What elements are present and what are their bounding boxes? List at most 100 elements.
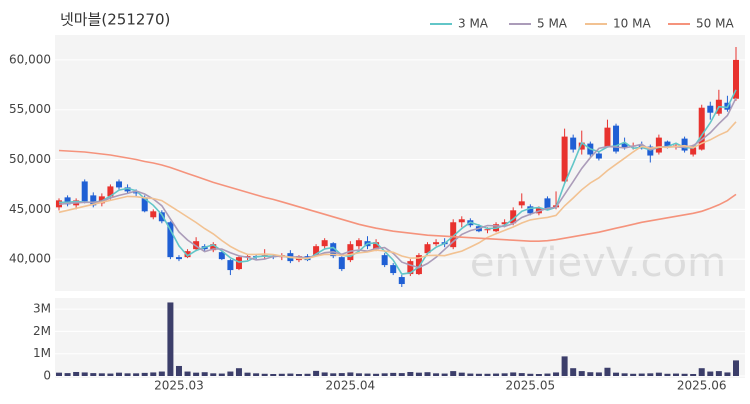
volume-bar <box>278 373 285 376</box>
ma-line <box>58 121 737 260</box>
volume-bar <box>724 372 731 376</box>
candle-body <box>90 195 97 206</box>
volume-bar <box>253 373 260 376</box>
candle-body <box>167 222 174 258</box>
candle-body <box>141 197 148 212</box>
candle-body <box>175 257 182 260</box>
x-tick-label: 2025.03 <box>154 379 204 393</box>
volume-bar <box>604 367 611 376</box>
candle-body <box>578 142 585 150</box>
candle-body <box>510 210 517 224</box>
volume-bar <box>570 368 577 376</box>
candle-body <box>81 181 88 202</box>
candle-body <box>235 257 242 270</box>
candle-body <box>518 201 525 206</box>
volume-bar <box>398 373 405 376</box>
volume-bar <box>56 372 62 376</box>
volume-bar <box>518 373 525 376</box>
volume-bar <box>235 368 242 376</box>
volume-bar <box>415 372 422 376</box>
candle-body <box>347 244 354 261</box>
volume-bar <box>673 373 680 376</box>
candle-body <box>150 211 157 218</box>
volume-bar <box>535 373 542 376</box>
volume-bar <box>141 372 148 376</box>
candle-body <box>227 260 234 271</box>
candle-body <box>561 136 568 182</box>
candle-body <box>664 141 671 147</box>
volume-bar <box>227 371 234 376</box>
candle-body <box>707 105 714 113</box>
volume-bar <box>707 371 714 376</box>
y-tick-label: 1M <box>33 346 51 360</box>
volume-bar <box>467 373 474 376</box>
y-tick-label: 3M <box>33 302 51 316</box>
legend-label: 3 MA <box>458 17 489 31</box>
candle-body <box>338 257 345 270</box>
candle-body <box>184 251 191 258</box>
candle-body <box>484 229 491 231</box>
candle-body <box>398 277 405 285</box>
candle-body <box>98 196 105 204</box>
candle-body <box>570 137 577 150</box>
volume-bar <box>261 373 268 376</box>
candle-body <box>355 240 362 247</box>
volume-bar <box>81 372 88 376</box>
volume-bar <box>321 372 328 376</box>
volume-bar <box>115 372 122 376</box>
candle-body <box>698 107 705 150</box>
volume-bar <box>287 373 294 376</box>
volume-bar <box>98 373 105 376</box>
volume-bar <box>201 372 208 376</box>
candle-body <box>124 187 131 192</box>
x-tick-label: 2025.06 <box>677 379 727 393</box>
y-tick-label: 45,000 <box>9 202 51 216</box>
candle-body <box>218 252 225 260</box>
candle-body <box>407 261 414 275</box>
volume-bar <box>150 372 157 376</box>
volume-bar <box>621 373 628 376</box>
volume-bar <box>64 373 71 376</box>
candle-body <box>424 244 431 254</box>
candle-body <box>373 242 380 250</box>
volume-bar <box>613 372 620 376</box>
volume-bar <box>295 373 302 376</box>
chart-title: 넷마블(251270) <box>60 11 170 29</box>
volume-bar <box>527 373 534 376</box>
volume-bar <box>638 373 645 376</box>
candle-body <box>655 137 662 153</box>
volume-bar <box>493 373 500 376</box>
volume-bar <box>364 373 371 376</box>
candle-body <box>613 125 620 152</box>
volume-bar <box>158 371 165 376</box>
legend-label: 10 MA <box>613 17 651 31</box>
candle-body <box>647 146 654 156</box>
volume-bar <box>733 360 739 376</box>
volume-bar <box>561 356 568 376</box>
watermark: enVievV.com <box>470 240 726 286</box>
volume-bar <box>450 371 457 376</box>
volume-bar <box>587 372 594 376</box>
candle-body <box>390 265 397 274</box>
volume-bar <box>441 373 448 376</box>
candle-body <box>595 153 602 159</box>
candle-body <box>313 246 320 256</box>
volume-bar <box>124 373 131 376</box>
volume-bar <box>355 373 362 376</box>
volume-panel <box>55 298 745 378</box>
volume-bar <box>715 371 722 376</box>
candle-body <box>210 244 217 251</box>
volume-bar <box>330 373 337 376</box>
volume-bar <box>90 373 97 376</box>
candle-body <box>415 255 422 275</box>
volume-bar <box>193 372 200 376</box>
volume-bar <box>373 373 380 376</box>
candle-body <box>450 222 457 248</box>
volume-bar <box>390 372 397 376</box>
volume-bar <box>133 373 140 376</box>
volume-bar <box>553 372 560 376</box>
volume-bar <box>501 373 508 376</box>
volume-bar <box>544 373 551 376</box>
candle-body <box>681 138 688 151</box>
